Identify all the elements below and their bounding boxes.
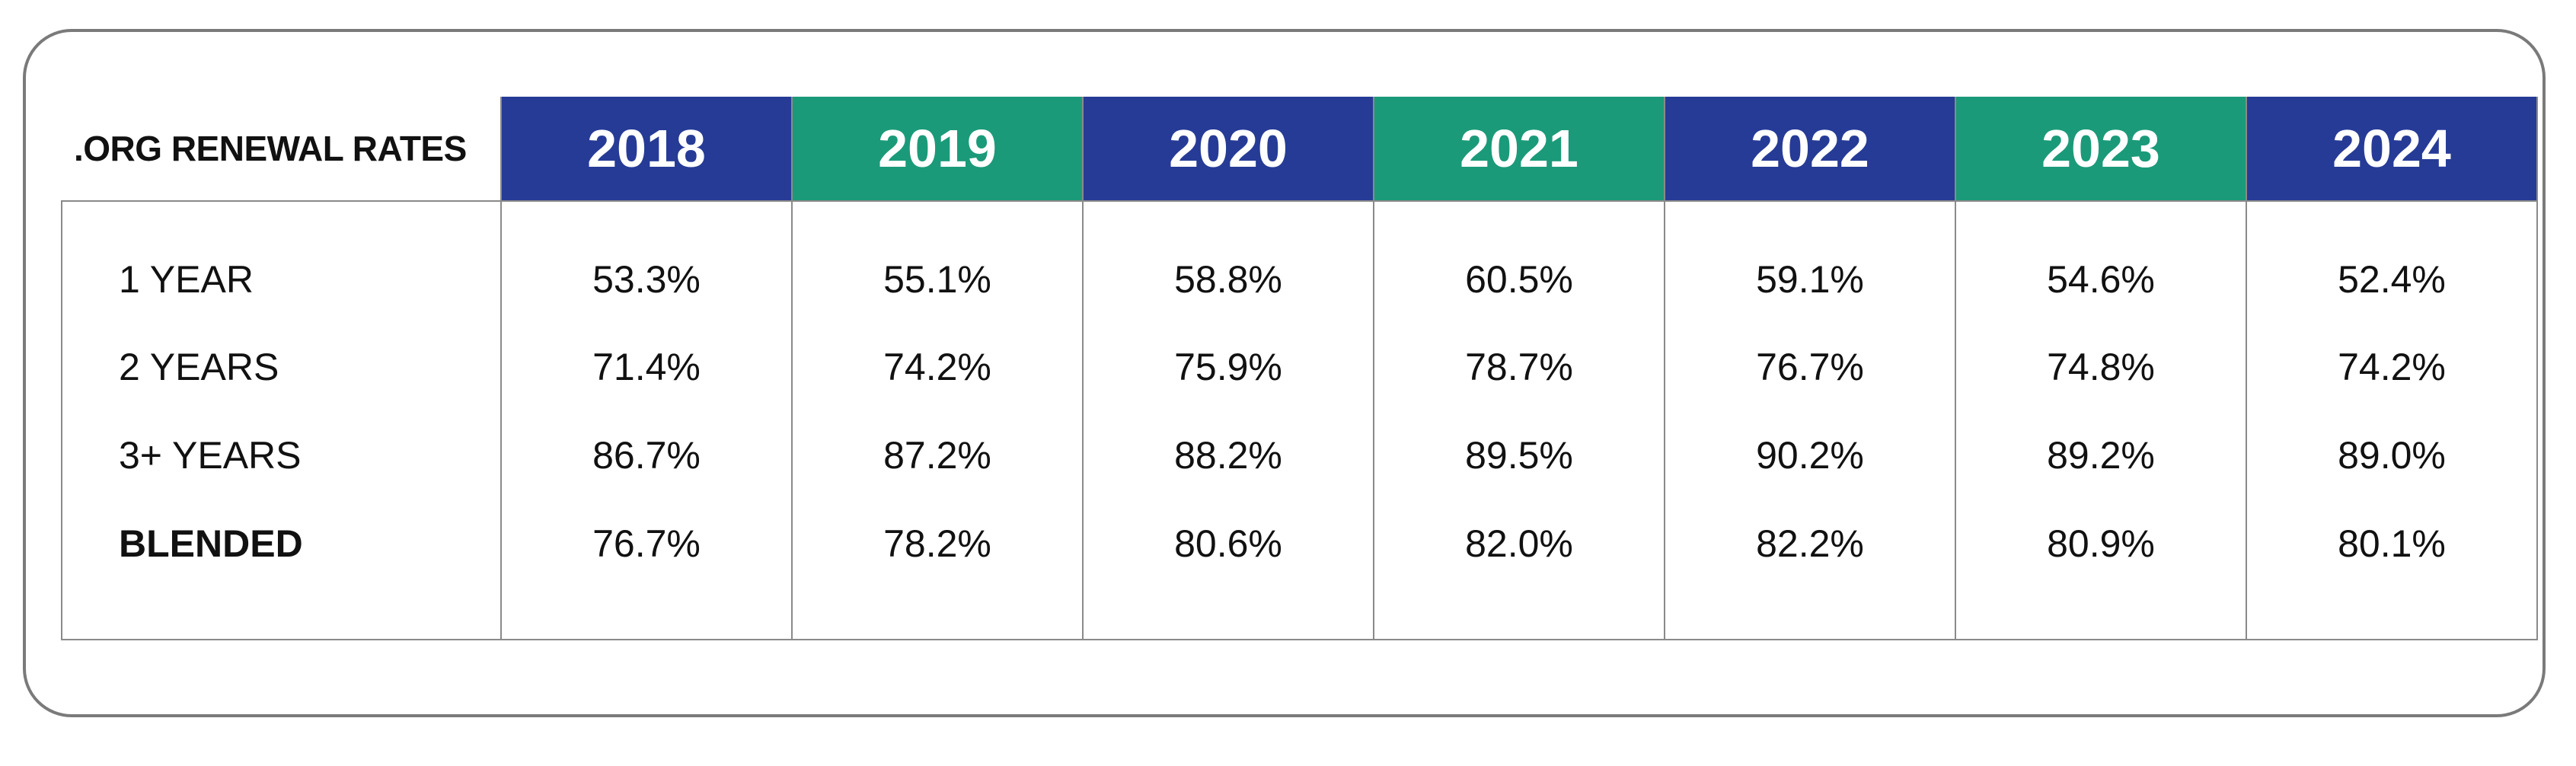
- table-cell: 76.7%: [500, 499, 793, 640]
- table-cell: 89.2%: [1955, 411, 2247, 499]
- table-cell: 71.4%: [500, 323, 793, 411]
- column-header-2018: 2018: [501, 97, 793, 202]
- table-cell: 88.2%: [1082, 411, 1374, 499]
- table-cell: 89.5%: [1373, 411, 1665, 499]
- table-cell: 54.6%: [1955, 201, 2247, 323]
- table-cell: 58.8%: [1082, 201, 1374, 323]
- table-cell: 76.7%: [1664, 323, 1956, 411]
- table-cell: 86.7%: [500, 411, 793, 499]
- column-header-2021: 2021: [1374, 97, 1665, 202]
- column-header-2024: 2024: [2246, 97, 2538, 202]
- table-cell: 59.1%: [1664, 201, 1956, 323]
- column-header-2020: 2020: [1083, 97, 1374, 202]
- table-cell: 87.2%: [791, 411, 1084, 499]
- table-cell: 55.1%: [791, 201, 1084, 323]
- table-cell: 82.0%: [1373, 499, 1665, 640]
- row-label: 2 YEARS: [61, 323, 502, 411]
- table-cell: 82.2%: [1664, 499, 1956, 640]
- table-cell: 60.5%: [1373, 201, 1665, 323]
- column-header-2022: 2022: [1665, 97, 1956, 202]
- table-row-3-plus-years: 3+ YEARS 86.7% 87.2% 88.2% 89.5% 90.2% 8…: [61, 411, 2538, 499]
- table-row-2-years: 2 YEARS 71.4% 74.2% 75.9% 78.7% 76.7% 74…: [61, 323, 2538, 411]
- table-row-1-year: 1 YEAR 53.3% 55.1% 58.8% 60.5% 59.1% 54.…: [61, 201, 2538, 323]
- table-cell: 74.2%: [791, 323, 1084, 411]
- column-header-2023: 2023: [1955, 97, 2247, 202]
- table-row-blended: BLENDED 76.7% 78.2% 80.6% 82.0% 82.2% 80…: [61, 499, 2538, 640]
- header-row: .ORG RENEWAL RATES 2018 2019 2020 2021 2…: [62, 97, 2538, 202]
- table-cell: 80.9%: [1955, 499, 2247, 640]
- table-cell: 53.3%: [500, 201, 793, 323]
- row-label: 1 YEAR: [61, 201, 502, 323]
- row-label: BLENDED: [61, 499, 502, 640]
- table-cell: 80.1%: [2246, 499, 2538, 640]
- table-cell: 78.7%: [1373, 323, 1665, 411]
- table-cell: 89.0%: [2246, 411, 2538, 499]
- table-cell: 75.9%: [1082, 323, 1374, 411]
- row-label: 3+ YEARS: [61, 411, 502, 499]
- column-header-2019: 2019: [792, 97, 1084, 202]
- table-cell: 90.2%: [1664, 411, 1956, 499]
- table-cell: 80.6%: [1082, 499, 1374, 640]
- renewal-rates-table: .ORG RENEWAL RATES 2018 2019 2020 2021 2…: [61, 97, 2538, 640]
- table-cell: 78.2%: [791, 499, 1084, 640]
- table-cell: 52.4%: [2246, 201, 2538, 323]
- table-cell: 74.8%: [1955, 323, 2247, 411]
- table-cell: 74.2%: [2246, 323, 2538, 411]
- table-title: .ORG RENEWAL RATES: [62, 97, 502, 202]
